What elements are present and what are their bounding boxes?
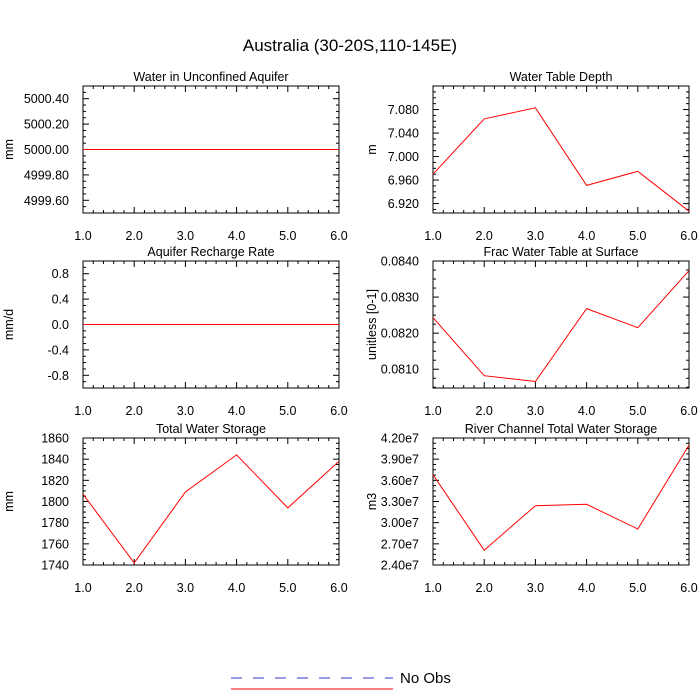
y-tick-label: 1760	[41, 537, 69, 551]
y-axis-label: mm	[2, 491, 16, 512]
y-tick-label: 4.20e7	[381, 432, 419, 446]
figure-title: Australia (30-20S,110-145E)	[243, 36, 457, 55]
y-tick-label: 3.00e7	[381, 516, 419, 530]
y-tick-label: 6.920	[388, 197, 419, 211]
panel-title: River Channel Total Water Storage	[465, 422, 658, 436]
series-line	[432, 270, 690, 383]
plot-frame	[432, 260, 690, 389]
y-tick-label: 5000.40	[24, 92, 69, 106]
x-tick-label: 6.0	[330, 404, 347, 418]
panel-2: Water Table Depth 1.0 2.0 3.0 4.0 5.0 6.0 6.920…	[365, 70, 698, 243]
y-tick-label: 0.0	[52, 318, 69, 332]
y-axis-label: unitless [0-1]	[365, 289, 379, 360]
y-axis-label: m3	[365, 493, 379, 510]
panels-group: Water in Unconfined Aquifer 1.0 2.0 3.0 4.0 5…	[2, 70, 698, 595]
x-tick-label: 5.0	[279, 581, 296, 595]
y-tick-label: 0.0820	[381, 327, 419, 341]
plot-frame	[432, 437, 690, 566]
y-tick-label: 1840	[41, 453, 69, 467]
y-tick-label: 5000.20	[24, 118, 69, 132]
x-tick-label: 3.0	[177, 229, 194, 243]
x-tick-label: 4.0	[228, 404, 245, 418]
x-tick-label: 3.0	[527, 581, 544, 595]
y-tick-label: 0.0840	[381, 255, 419, 269]
panel-title: Total Water Storage	[156, 422, 266, 436]
y-tick-label: 1820	[41, 474, 69, 488]
x-tick-label: 5.0	[279, 404, 296, 418]
panel-title: Frac Water Table at Surface	[484, 245, 639, 259]
series-line	[82, 454, 340, 564]
x-tick-label: 6.0	[680, 581, 697, 595]
x-tick-label: 4.0	[228, 229, 245, 243]
x-tick-label: 3.0	[177, 404, 194, 418]
x-tick-label: 2.0	[126, 404, 143, 418]
x-tick-label: 3.0	[527, 229, 544, 243]
y-tick-label: 1860	[41, 432, 69, 446]
panel-title: Water in Unconfined Aquifer	[133, 70, 288, 84]
panel-6: River Channel Total Water Storage 1.0 2.0 3…	[365, 422, 698, 595]
y-tick-label: 2.40e7	[381, 559, 419, 573]
y-axis-label: mm	[2, 139, 16, 160]
y-tick-label: 7.000	[388, 150, 419, 164]
x-tick-label: 3.0	[177, 581, 194, 595]
y-tick-label: 0.4	[52, 293, 69, 307]
panel-title: Aquifer Recharge Rate	[147, 245, 274, 259]
x-tick-label: 4.0	[578, 229, 595, 243]
y-tick-label: 3.30e7	[381, 495, 419, 509]
y-tick-label: 3.60e7	[381, 474, 419, 488]
x-tick-label: 2.0	[476, 229, 493, 243]
y-tick-label: 3.90e7	[381, 453, 419, 467]
y-tick-label: 0.0830	[381, 291, 419, 305]
x-tick-label: 4.0	[228, 581, 245, 595]
y-tick-label: 1800	[41, 495, 69, 509]
x-tick-label: 1.0	[424, 404, 441, 418]
panel-3: Aquifer Recharge Rate 1.0 2.0 3.0 4.0 5.0 6.0 -…	[2, 245, 348, 418]
x-tick-label: 6.0	[680, 229, 697, 243]
x-tick-label: 1.0	[74, 229, 91, 243]
x-tick-label: 4.0	[578, 581, 595, 595]
x-tick-label: 3.0	[527, 404, 544, 418]
y-tick-label: 4999.60	[24, 194, 69, 208]
y-tick-label: 2.70e7	[381, 537, 419, 551]
panel-1: Water in Unconfined Aquifer 1.0 2.0 3.0 4.0 5…	[2, 70, 348, 243]
y-tick-label: -0.8	[47, 369, 69, 383]
y-tick-label: 0.0810	[381, 363, 419, 377]
x-tick-label: 5.0	[629, 404, 646, 418]
x-tick-label: 2.0	[126, 229, 143, 243]
x-tick-label: 2.0	[126, 581, 143, 595]
x-tick-label: 5.0	[279, 229, 296, 243]
series-line	[432, 107, 690, 212]
plot-frame	[432, 85, 690, 214]
y-axis-label: mm/d	[2, 309, 16, 340]
x-tick-label: 1.0	[74, 404, 91, 418]
x-tick-label: 2.0	[476, 581, 493, 595]
y-tick-label: 1780	[41, 516, 69, 530]
legend: No Obs 1850_170	[231, 670, 451, 690]
y-axis-label: m	[365, 144, 379, 154]
y-tick-label: 0.8	[52, 267, 69, 281]
y-tick-label: 1740	[41, 559, 69, 573]
x-tick-label: 4.0	[578, 404, 595, 418]
x-tick-label: 5.0	[629, 581, 646, 595]
y-tick-label: 4999.80	[24, 168, 69, 182]
x-tick-label: 5.0	[629, 229, 646, 243]
panel-5: Total Water Storage 1.0 2.0 3.0 4.0 5.0 6.0 174…	[2, 422, 348, 595]
y-tick-label: 6.960	[388, 174, 419, 188]
x-tick-label: 1.0	[424, 581, 441, 595]
legend-label-no-obs: No Obs	[400, 670, 451, 687]
x-tick-label: 6.0	[680, 404, 697, 418]
x-tick-label: 6.0	[330, 581, 347, 595]
y-tick-label: 7.040	[388, 127, 419, 141]
x-tick-label: 6.0	[330, 229, 347, 243]
panel-title: Water Table Depth	[510, 70, 613, 84]
x-tick-label: 2.0	[476, 404, 493, 418]
panel-4: Frac Water Table at Surface 1.0 2.0 3.0 4.0 5…	[365, 245, 698, 418]
x-tick-label: 1.0	[74, 581, 91, 595]
y-tick-label: -0.4	[47, 343, 69, 357]
x-tick-label: 1.0	[424, 229, 441, 243]
y-tick-label: 7.080	[388, 103, 419, 117]
series-line	[432, 444, 690, 551]
y-tick-label: 5000.00	[24, 143, 69, 157]
